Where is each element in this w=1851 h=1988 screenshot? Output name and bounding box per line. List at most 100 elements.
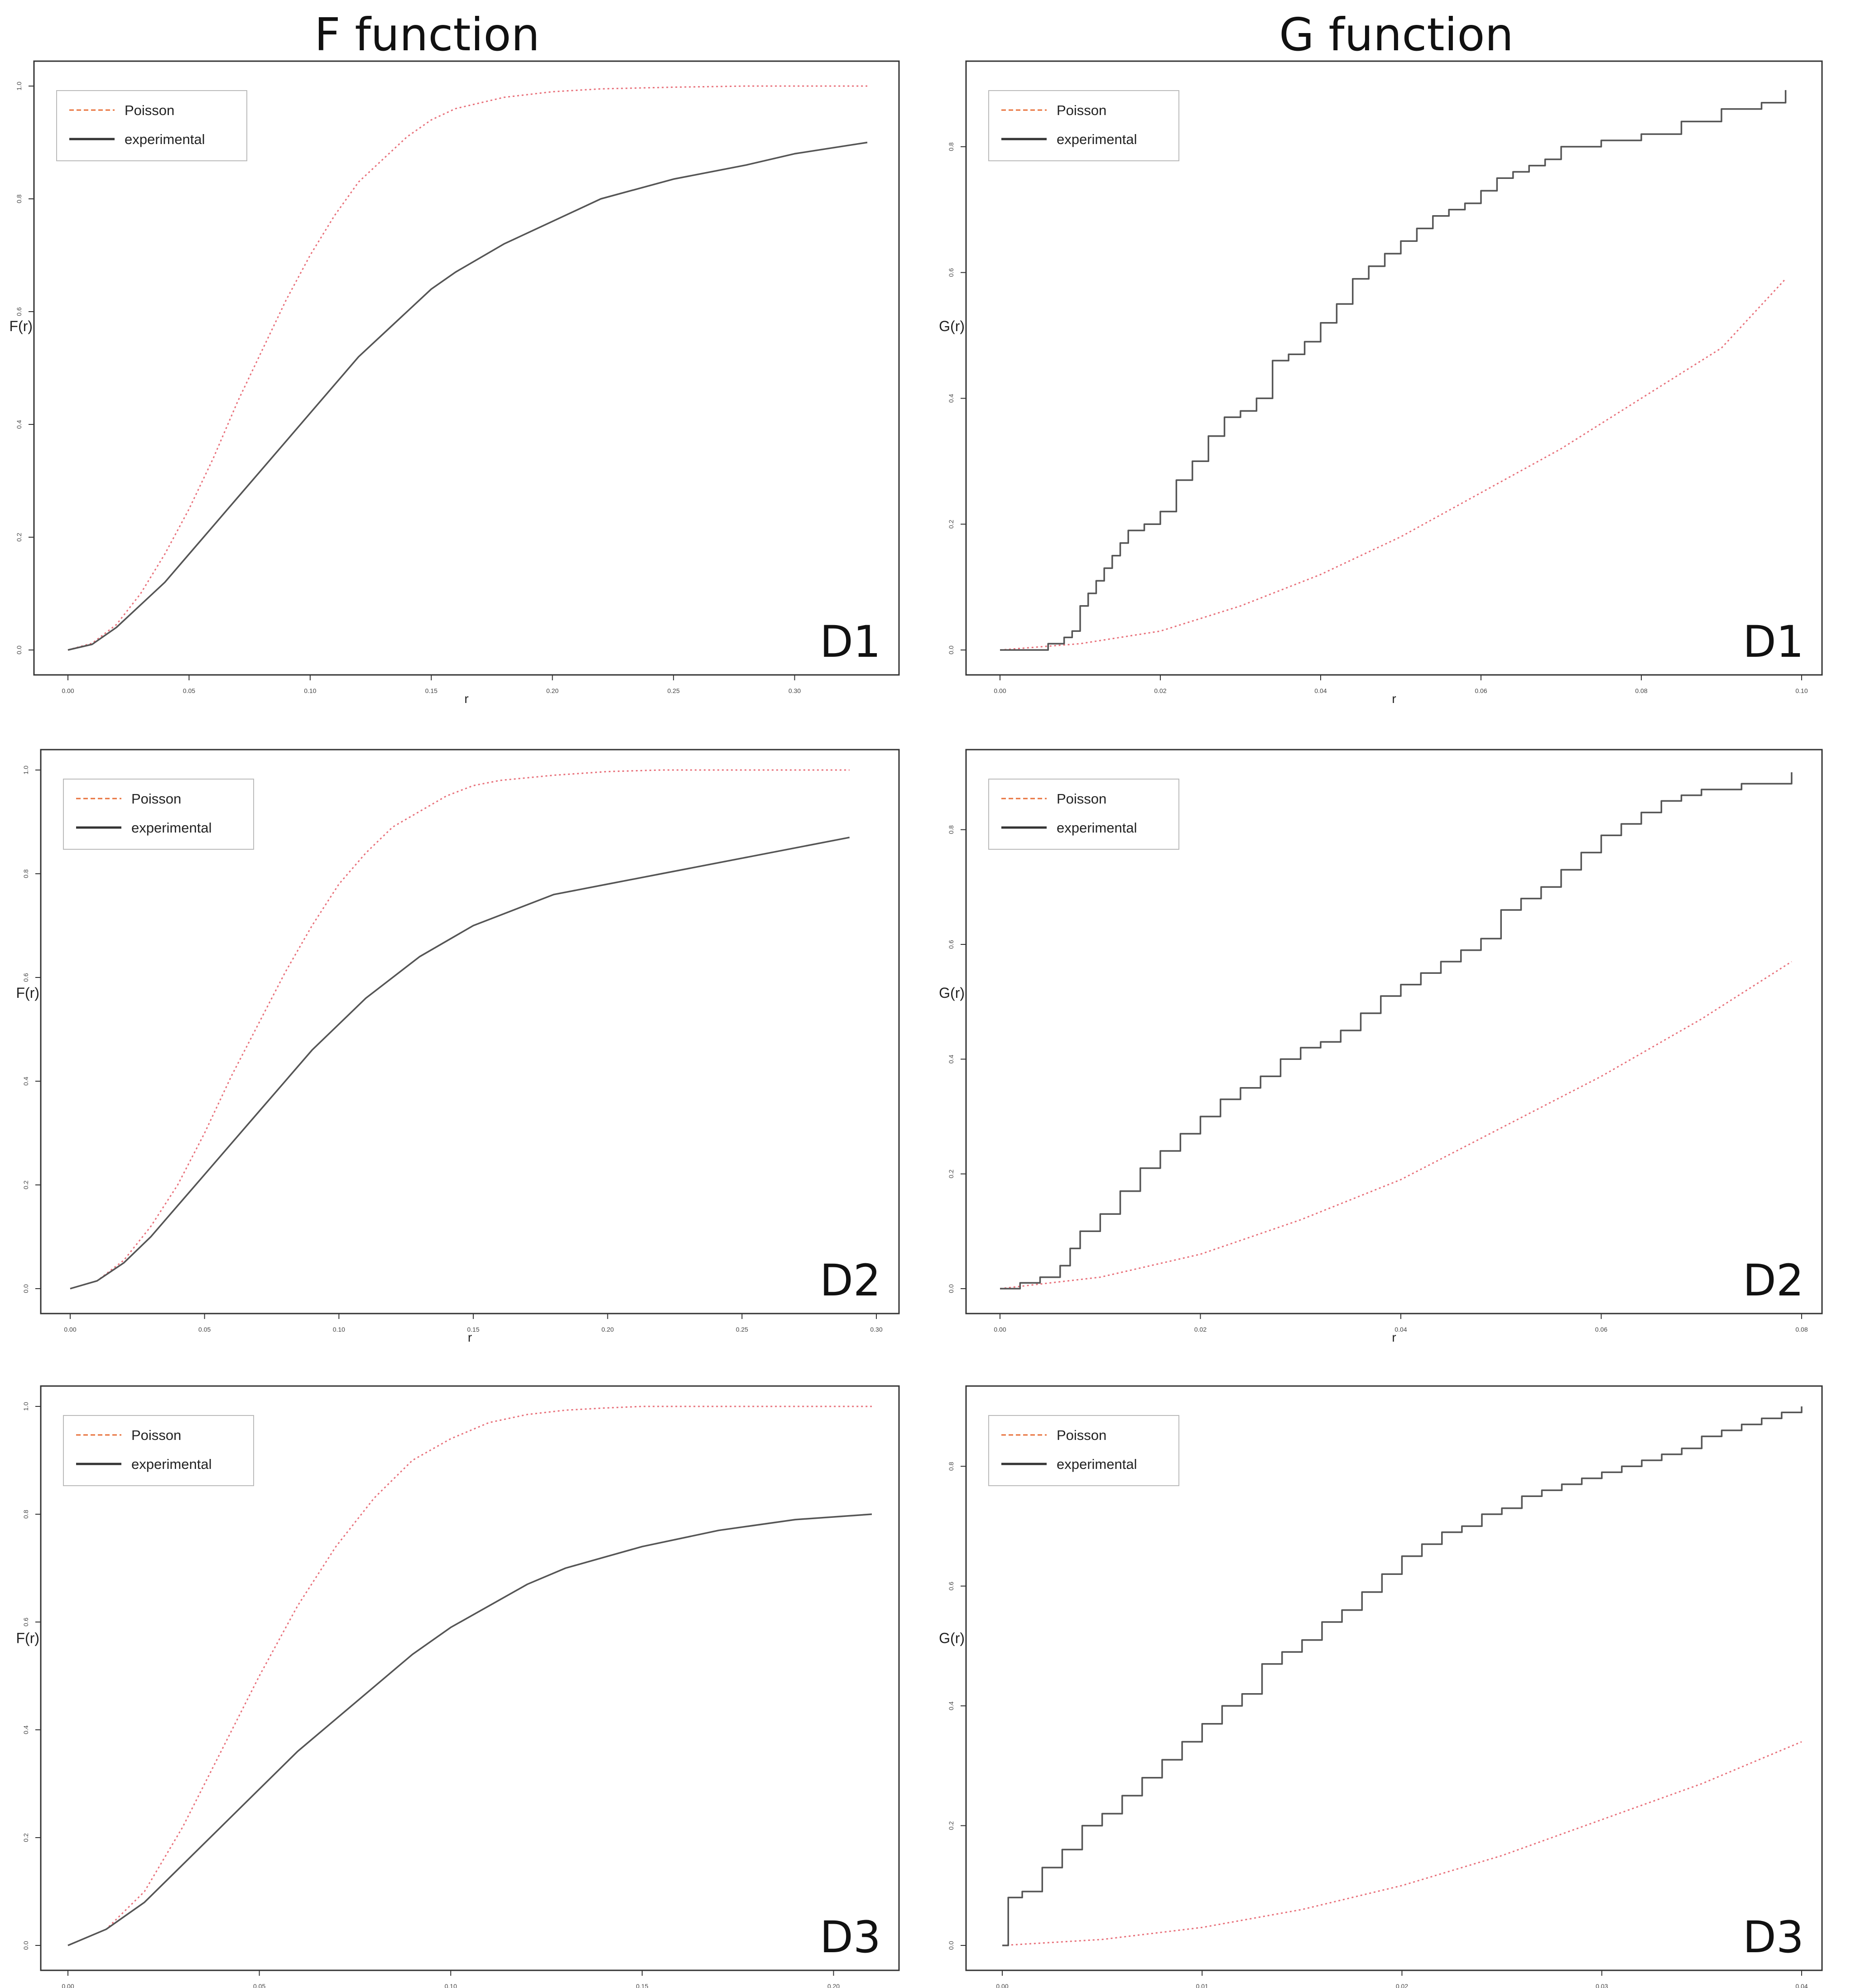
x-axis-label: r (1392, 692, 1396, 706)
x-axis-label: r (1392, 1987, 1396, 1988)
y-tick-label: 0.8 (947, 142, 955, 151)
panel-label: D2 (820, 1255, 881, 1306)
x-axis-label: r (468, 1330, 472, 1344)
poisson-series-line (1000, 278, 1786, 651)
y-tick-label: 0.0 (15, 645, 23, 655)
y-tick-label: 0.0 (947, 1941, 955, 1950)
y-tick-label: 0.8 (947, 825, 955, 834)
x-axis-label: r (464, 692, 468, 706)
chart-panel-4: 0.00 0.02 0.04 0.06 0.08 0.0 0.2 0.4 0.6 0.8 r G(r)… (939, 749, 1823, 1344)
x-tick-label: 0.10 (333, 1326, 345, 1333)
plot-frame (40, 1385, 900, 1971)
legend-experimental-label: experimental (125, 131, 205, 147)
panel-label: D3 (1743, 1912, 1804, 1963)
x-tick-label: 0.05 (198, 1326, 211, 1333)
legend-box (988, 1415, 1179, 1486)
chart-panel-5: 0.00 0.05 0.10 0.15 0.20 0.0 0.2 0.4 0.6 0.8 1.0 r F… (16, 1385, 900, 1988)
y-tick-label: 0.2 (22, 1833, 29, 1842)
legend-box (63, 1415, 254, 1486)
plot-frame (965, 1385, 1823, 1971)
plot-frame (40, 749, 900, 1314)
legend-experimental-label: experimental (1057, 1456, 1137, 1472)
y-axis-label: F(r) (16, 985, 39, 1001)
y-tick-label: 0.6 (15, 307, 23, 316)
x-axis-label: r (1392, 1330, 1396, 1344)
y-axis-label: G(r) (939, 318, 965, 334)
x-tick-label: 0.02 (1154, 687, 1166, 694)
poisson-series-line (67, 1406, 872, 1946)
y-tick-label: 0.4 (947, 1701, 955, 1710)
legend: Poisson experimental (63, 1415, 254, 1486)
y-tick-label: 0.0 (22, 1284, 29, 1293)
panel-label: D3 (820, 1912, 881, 1963)
y-tick-label: 0.2 (15, 533, 23, 542)
poisson-series-line (1002, 1741, 1802, 1946)
legend-experimental-label: experimental (131, 1456, 212, 1472)
x-tick-label: 0.04 (1394, 1326, 1407, 1333)
x-tick-label: 0.05 (183, 687, 195, 694)
y-tick-label: 0.8 (947, 1462, 955, 1471)
x-tick-label: 0.08 (1635, 687, 1647, 694)
legend-poisson-label: Poisson (131, 1427, 181, 1443)
legend-poisson-label: Poisson (125, 102, 174, 118)
poisson-series-line (70, 769, 850, 1290)
y-tick-label: 1.0 (15, 82, 23, 91)
plot-frame (965, 60, 1823, 676)
x-tick-label: 0.20 (827, 1983, 840, 1988)
x-tick-label: 0.15 (636, 1983, 648, 1988)
x-tick-label: 0.03 (1596, 1983, 1608, 1988)
legend: Poisson experimental (63, 779, 254, 850)
experimental-series-line (70, 837, 850, 1290)
y-tick-label: 0.4 (22, 1725, 29, 1734)
x-tick-label: 0.02 (1396, 1983, 1408, 1988)
y-tick-label: 0.0 (947, 645, 955, 655)
x-tick-label: 0.01 (1196, 1983, 1208, 1988)
x-tick-label: 0.20 (546, 687, 558, 694)
legend-box (63, 779, 254, 850)
plot-frame (33, 60, 900, 676)
x-tick-label: 0.10 (1795, 687, 1808, 694)
legend-poisson-label: Poisson (1057, 791, 1106, 807)
y-axis-label: F(r) (9, 318, 33, 334)
y-tick-label: 0.0 (22, 1941, 29, 1950)
x-tick-label: 0.25 (736, 1326, 748, 1333)
x-tick-label: 0.06 (1595, 1326, 1607, 1333)
x-tick-label: 0.00 (64, 1326, 76, 1333)
chart-panel-3: 0.00 0.05 0.10 0.15 0.20 0.25 0.30 0.0 0.2 0.4 0.6… (16, 749, 900, 1344)
x-tick-label: 0.00 (994, 687, 1006, 694)
x-tick-label: 0.00 (62, 1983, 74, 1988)
y-tick-label: 0.8 (15, 194, 23, 203)
chart-panel-1: 0.00 0.05 0.10 0.15 0.20 0.25 0.30 0.0 0.2 0.4 0.6… (9, 60, 900, 706)
x-tick-label: 0.15 (425, 687, 438, 694)
y-tick-label: 0.2 (22, 1180, 29, 1189)
x-tick-label: 0.04 (1314, 687, 1327, 694)
poisson-series-line (67, 85, 867, 651)
x-tick-label: 0.04 (1795, 1983, 1808, 1988)
legend: Poisson experimental (56, 90, 247, 161)
legend-box (988, 90, 1179, 161)
f-function-title: F function (314, 8, 540, 61)
y-tick-label: 0.4 (947, 394, 955, 403)
y-tick-label: 0.8 (22, 1510, 29, 1519)
experimental-series-line (67, 141, 868, 651)
x-tick-label: 0.10 (304, 687, 316, 694)
y-axis-label: G(r) (939, 1630, 965, 1646)
experimental-series-line (67, 1513, 872, 1946)
poisson-series-line (1000, 961, 1792, 1290)
y-tick-label: 0.4 (15, 420, 23, 429)
x-tick-label: 0.08 (1795, 1326, 1808, 1333)
y-tick-label: 0.2 (947, 520, 955, 529)
experimental-series-line (1000, 772, 1793, 1290)
y-tick-label: 0.6 (947, 940, 955, 949)
legend-experimental-label: experimental (1057, 820, 1137, 836)
legend-box (56, 90, 247, 161)
experimental-series-line (1000, 90, 1787, 651)
chart-panel-2: 0.00 0.02 0.04 0.06 0.08 0.10 0.0 0.2 0.4 0.6 0.8 r… (939, 60, 1823, 706)
panel-label: D1 (1743, 616, 1804, 667)
legend-box (988, 779, 1179, 850)
x-tick-label: 0.05 (253, 1983, 265, 1988)
legend-poisson-label: Poisson (131, 791, 181, 807)
y-tick-label: 1.0 (22, 765, 29, 775)
g-function-title: G function (1279, 8, 1514, 61)
